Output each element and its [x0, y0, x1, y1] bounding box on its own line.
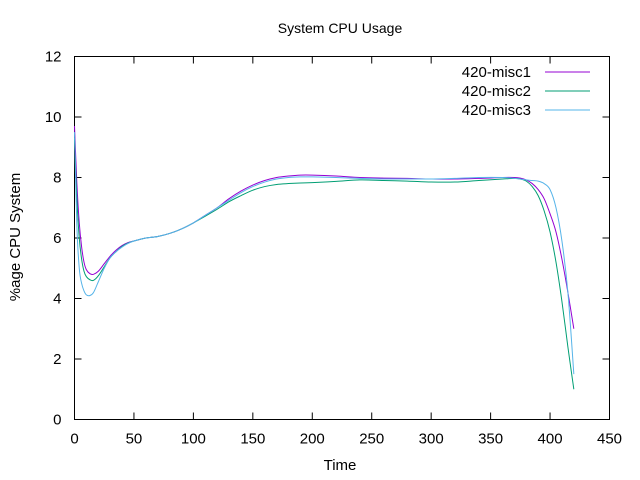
- legend: 420-misc1 420-misc2 420-misc3: [462, 64, 590, 119]
- x-tick-label: 100: [181, 431, 206, 448]
- x-tick-label: 200: [300, 431, 325, 448]
- axis-ticks: 0 50 100 150 200 250 300 350 400 450 0 2 4 6 8 10 12: [45, 49, 622, 448]
- legend-label: 420-misc2: [462, 83, 531, 100]
- x-tick-label: 300: [419, 431, 444, 448]
- series-line-3: [74, 132, 575, 375]
- chart-title: System CPU Usage: [278, 20, 403, 36]
- legend-label: 420-misc1: [462, 64, 531, 81]
- y-tick-label: 0: [53, 412, 61, 429]
- x-tick-label: 350: [478, 431, 503, 448]
- y-tick-label: 2: [53, 351, 61, 368]
- x-tick-label: 250: [359, 431, 384, 448]
- legend-label: 420-misc3: [462, 102, 531, 119]
- y-tick-label: 10: [45, 109, 62, 126]
- y-tick-label: 12: [45, 49, 62, 66]
- x-tick-label: 450: [597, 431, 622, 448]
- y-tick-label: 4: [53, 291, 61, 308]
- y-axis-label: %age CPU System: [7, 173, 24, 301]
- series-lines: [74, 126, 575, 390]
- x-tick-label: 400: [538, 431, 563, 448]
- x-tick-label: 150: [240, 431, 265, 448]
- y-tick-label: 6: [53, 230, 61, 247]
- series-line-2: [74, 138, 575, 390]
- x-tick-label: 50: [126, 431, 143, 448]
- series-line-1: [74, 126, 575, 329]
- x-tick-label: 0: [70, 431, 78, 448]
- x-axis-label: Time: [324, 457, 357, 474]
- y-tick-label: 8: [53, 170, 61, 187]
